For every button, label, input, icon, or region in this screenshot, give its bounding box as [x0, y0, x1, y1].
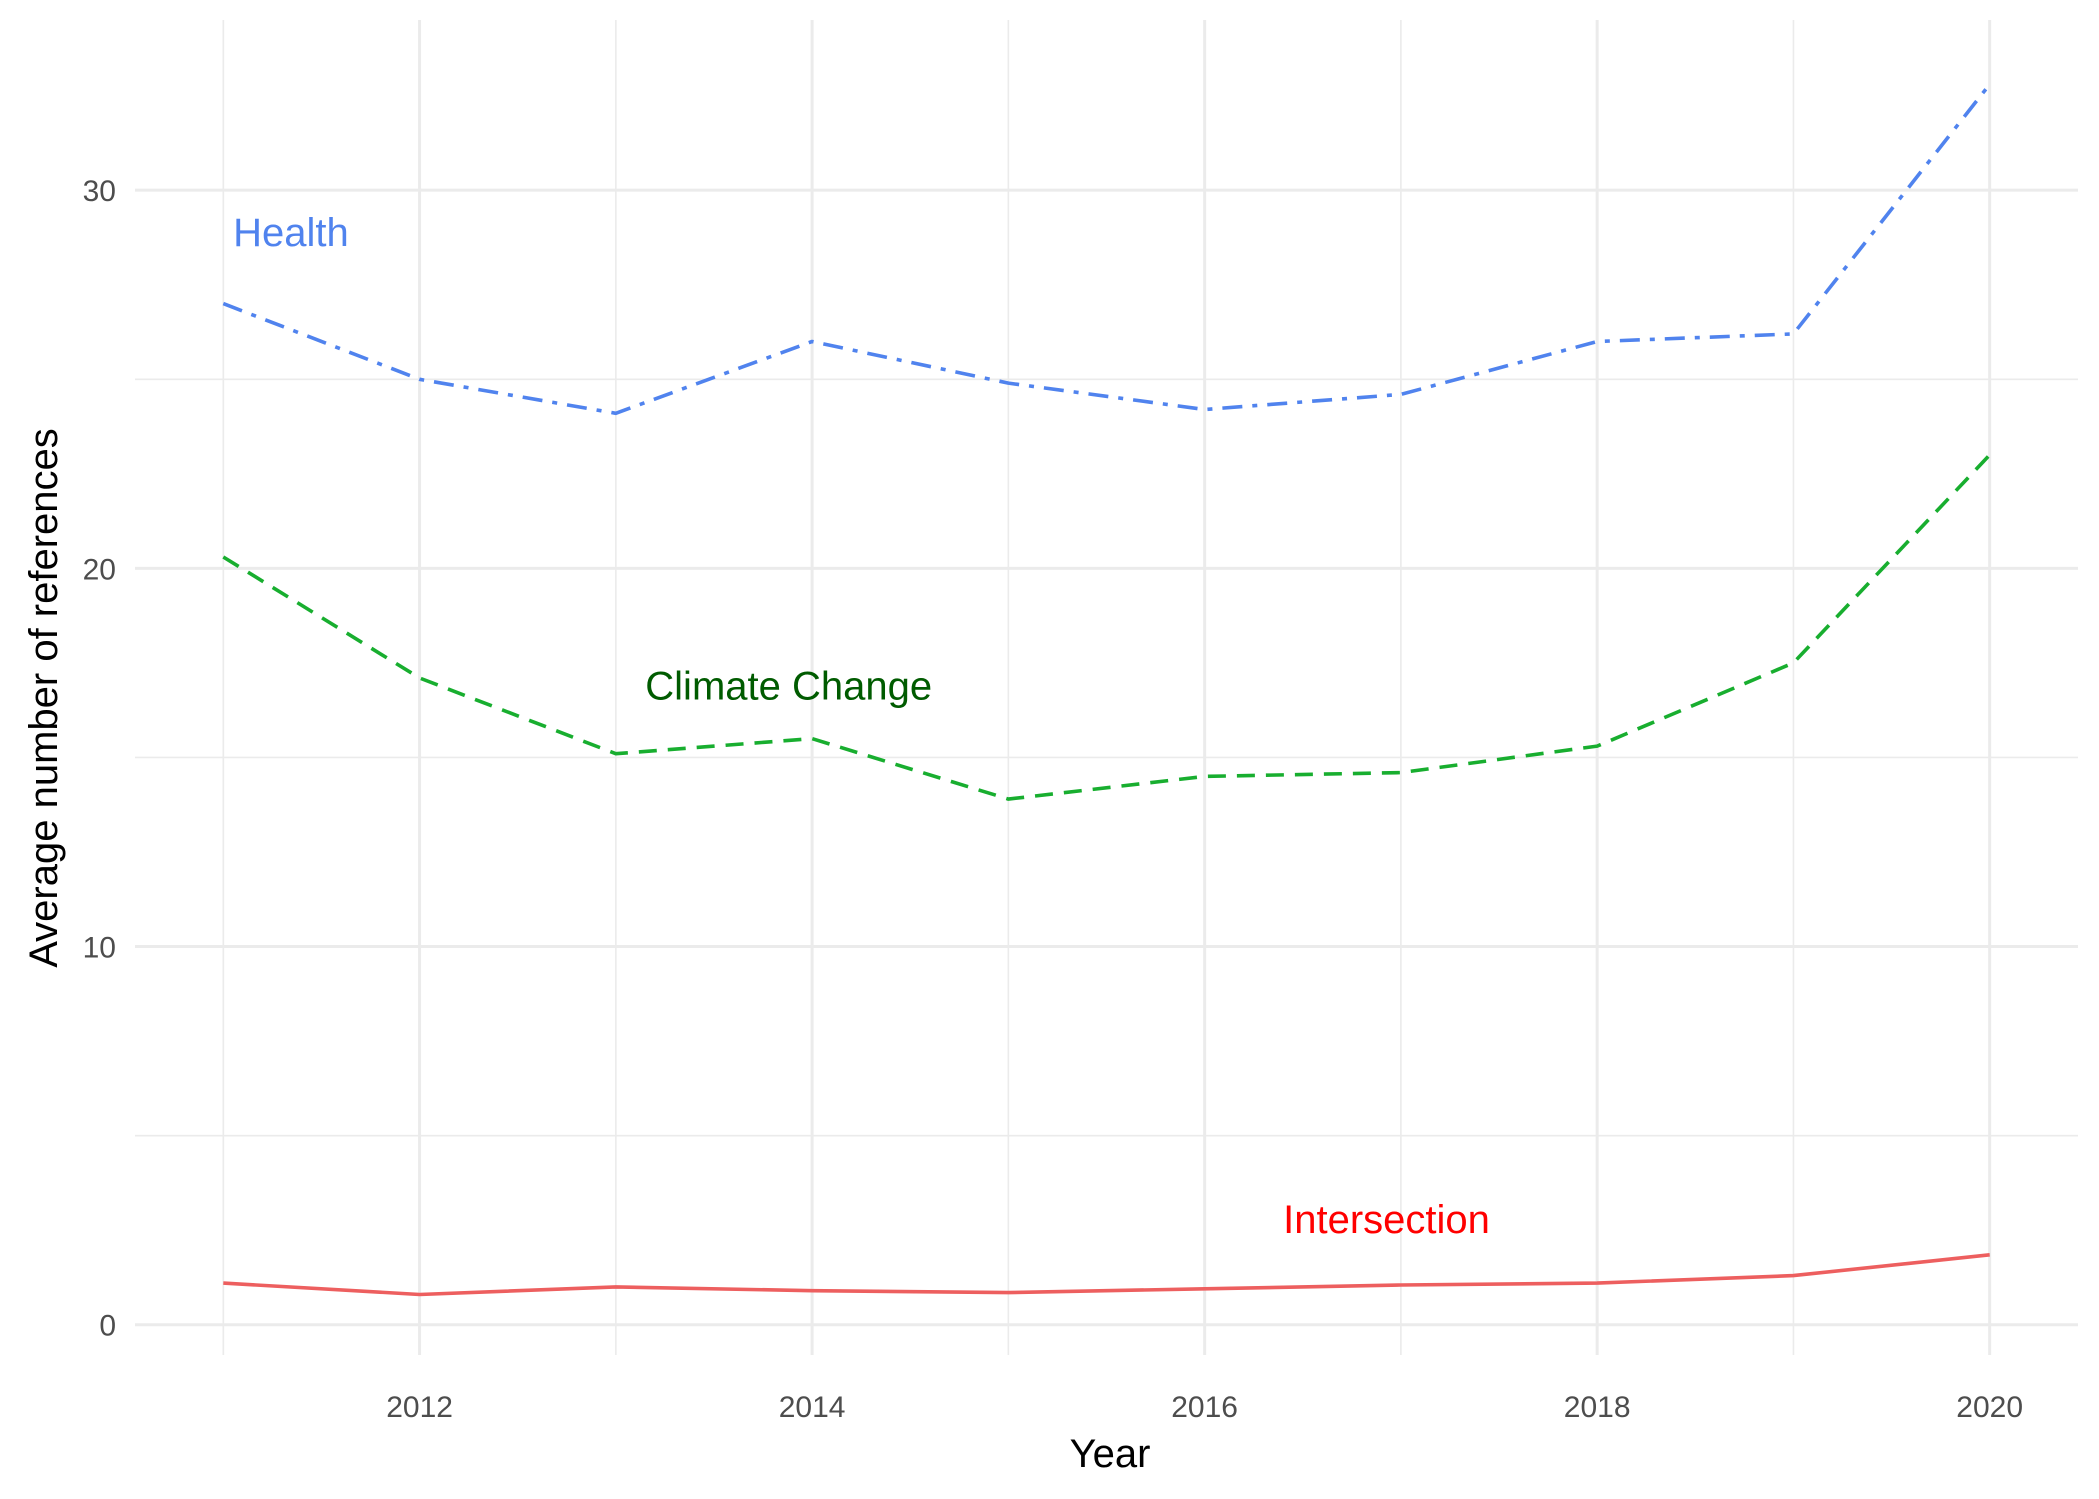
y-axis-title: Average number of references: [22, 428, 66, 968]
x-tick-label: 2012: [386, 1391, 453, 1424]
x-tick-label: 2016: [1171, 1391, 1238, 1424]
x-tick-label: 2020: [1956, 1391, 2023, 1424]
x-tick-label: 2014: [779, 1391, 846, 1424]
series-line-climate-change: [222, 453, 1992, 801]
series-labels: Health Climate Change Intersection: [233, 211, 1490, 1242]
grid-lines: [135, 20, 2078, 1355]
x-axis-ticks: 2012 2014 2016 2018 2020: [386, 1391, 2023, 1424]
series-line-intersection: [223, 1253, 1990, 1297]
series-label-intersection: Intersection: [1283, 1198, 1490, 1242]
y-axis-ticks: 0 10 20 30: [83, 175, 116, 1343]
y-tick-label: 10: [83, 932, 116, 965]
y-tick-label: 0: [99, 1310, 116, 1343]
series-label-health: Health: [233, 211, 349, 255]
series-lines: [222, 83, 1992, 1297]
y-tick-label: 20: [83, 553, 116, 586]
y-tick-label: 30: [83, 175, 116, 208]
x-axis-title: Year: [1070, 1432, 1151, 1476]
series-label-climate-change: Climate Change: [645, 665, 932, 709]
x-tick-label: 2018: [1564, 1391, 1631, 1424]
series-line-health: [222, 83, 1992, 416]
